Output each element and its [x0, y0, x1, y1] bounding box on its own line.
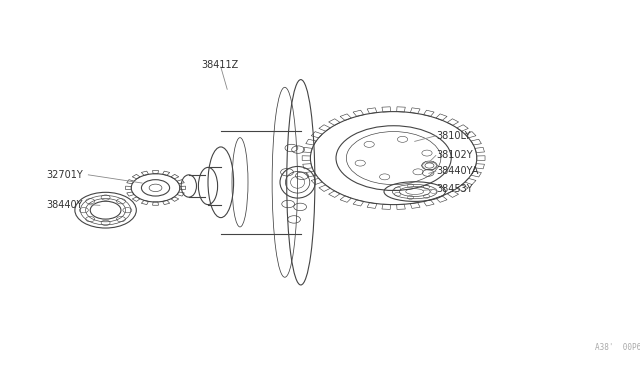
Text: 3810LY: 3810LY [436, 131, 471, 141]
Text: 38453Y: 38453Y [436, 184, 473, 194]
Text: 32701Y: 32701Y [47, 170, 83, 180]
Text: 38440Y: 38440Y [47, 200, 83, 209]
Text: 38440YA: 38440YA [436, 166, 479, 176]
Text: 38411Z: 38411Z [202, 60, 239, 70]
Text: 38102Y: 38102Y [436, 151, 473, 160]
Text: A38'  00P6: A38' 00P6 [595, 343, 640, 352]
